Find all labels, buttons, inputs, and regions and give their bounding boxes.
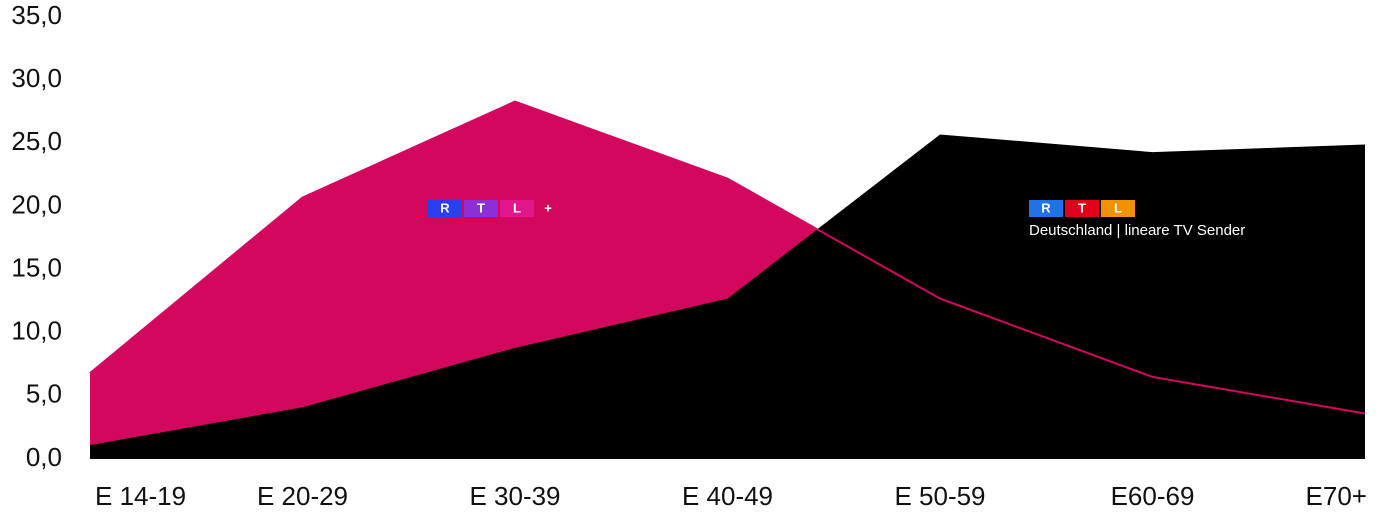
- x-tick-label: E 40-49: [682, 481, 773, 511]
- logo-box: [1101, 200, 1135, 217]
- logo-box: [500, 200, 534, 217]
- y-tick-label: 15,0: [11, 252, 62, 282]
- y-tick-label: 25,0: [11, 126, 62, 156]
- line: [89, 100, 1366, 415]
- x-tick-label: E 50-59: [894, 481, 985, 511]
- y-tick-label: 35,0: [11, 0, 62, 30]
- x-tick-label: E60-69: [1111, 481, 1195, 511]
- x-tick-label: E 14-19: [95, 481, 186, 511]
- logo-letter: +: [544, 200, 552, 215]
- logo-letter: L: [1114, 200, 1122, 215]
- logo-letter: T: [477, 200, 485, 215]
- logo-letter: T: [1078, 200, 1086, 215]
- x-tick-label: E 30-39: [469, 481, 560, 511]
- logo-box: [464, 200, 498, 217]
- logo-letter: R: [1041, 200, 1051, 215]
- y-tick-label: 30,0: [11, 63, 62, 93]
- x-tick-label: E 20-29: [257, 481, 348, 511]
- y-tick-label: 5,0: [26, 379, 62, 409]
- logo-letter: R: [440, 200, 450, 215]
- logo-box: [1029, 200, 1063, 217]
- legend-entry: R T L Deutschland | lineare TV Sender: [1029, 200, 1245, 239]
- logo-box: [428, 200, 462, 217]
- y-tick-label: 10,0: [11, 316, 62, 346]
- y-tick-label: 20,0: [11, 189, 62, 219]
- legend-entry: R T L +: [428, 200, 552, 217]
- y-tick-label: 0,0: [26, 442, 62, 472]
- legend-label: Deutschland | lineare TV Sender: [1029, 222, 1245, 239]
- x-tick-label: E70+: [1306, 481, 1367, 511]
- logo-letter: L: [513, 200, 521, 215]
- logo-box: [1065, 200, 1099, 217]
